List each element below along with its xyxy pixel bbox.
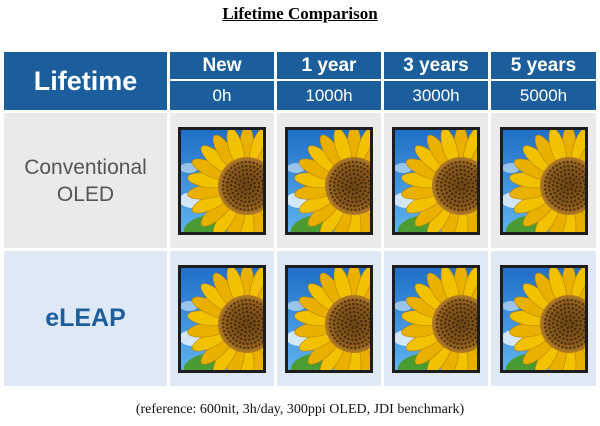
lifetime-header: Lifetime	[4, 52, 167, 110]
hours-header-1000h: 1000h	[277, 81, 381, 110]
eleap-cell-3-years	[384, 251, 488, 386]
lifetime-comparison-table: Lifetime New 1 year 3 years 5 years 0h 1…	[4, 52, 596, 389]
sunflower-image	[392, 126, 480, 235]
period-header-3-years: 3 years	[384, 52, 488, 81]
eleap-cell-new	[170, 251, 274, 386]
sunflower-image	[178, 264, 266, 373]
conventional-cell-new	[170, 113, 274, 248]
hours-header-5000h: 5000h	[491, 81, 596, 110]
row-label-eleap: eLEAP	[4, 251, 167, 386]
period-header-5-years: 5 years	[491, 52, 596, 81]
conventional-cell-3-years	[384, 113, 488, 248]
row-label-line-1: Conventional	[24, 155, 147, 179]
eleap-cell-5-years	[491, 251, 596, 386]
hours-header-3000h: 3000h	[384, 81, 488, 110]
sunflower-image	[499, 264, 588, 373]
eleap-cell-1-year	[277, 251, 381, 386]
conventional-cell-1-year	[277, 113, 381, 248]
row-label-conventional-oled: Conventional OLED	[4, 113, 167, 248]
period-header-1-year: 1 year	[277, 52, 381, 81]
sunflower-image	[499, 126, 588, 235]
sunflower-image	[178, 126, 266, 235]
hours-header-0h: 0h	[170, 81, 274, 110]
reference-footnote: (reference: 600nit, 3h/day, 300ppi OLED,…	[135, 402, 465, 417]
period-header-new: New	[170, 52, 274, 81]
conventional-cell-5-years	[491, 113, 596, 248]
row-label-line-2: OLED	[56, 182, 115, 206]
sunflower-image	[392, 264, 480, 373]
sunflower-image	[285, 126, 373, 235]
page-title: Lifetime Comparison	[222, 4, 378, 23]
sunflower-image	[285, 264, 373, 373]
